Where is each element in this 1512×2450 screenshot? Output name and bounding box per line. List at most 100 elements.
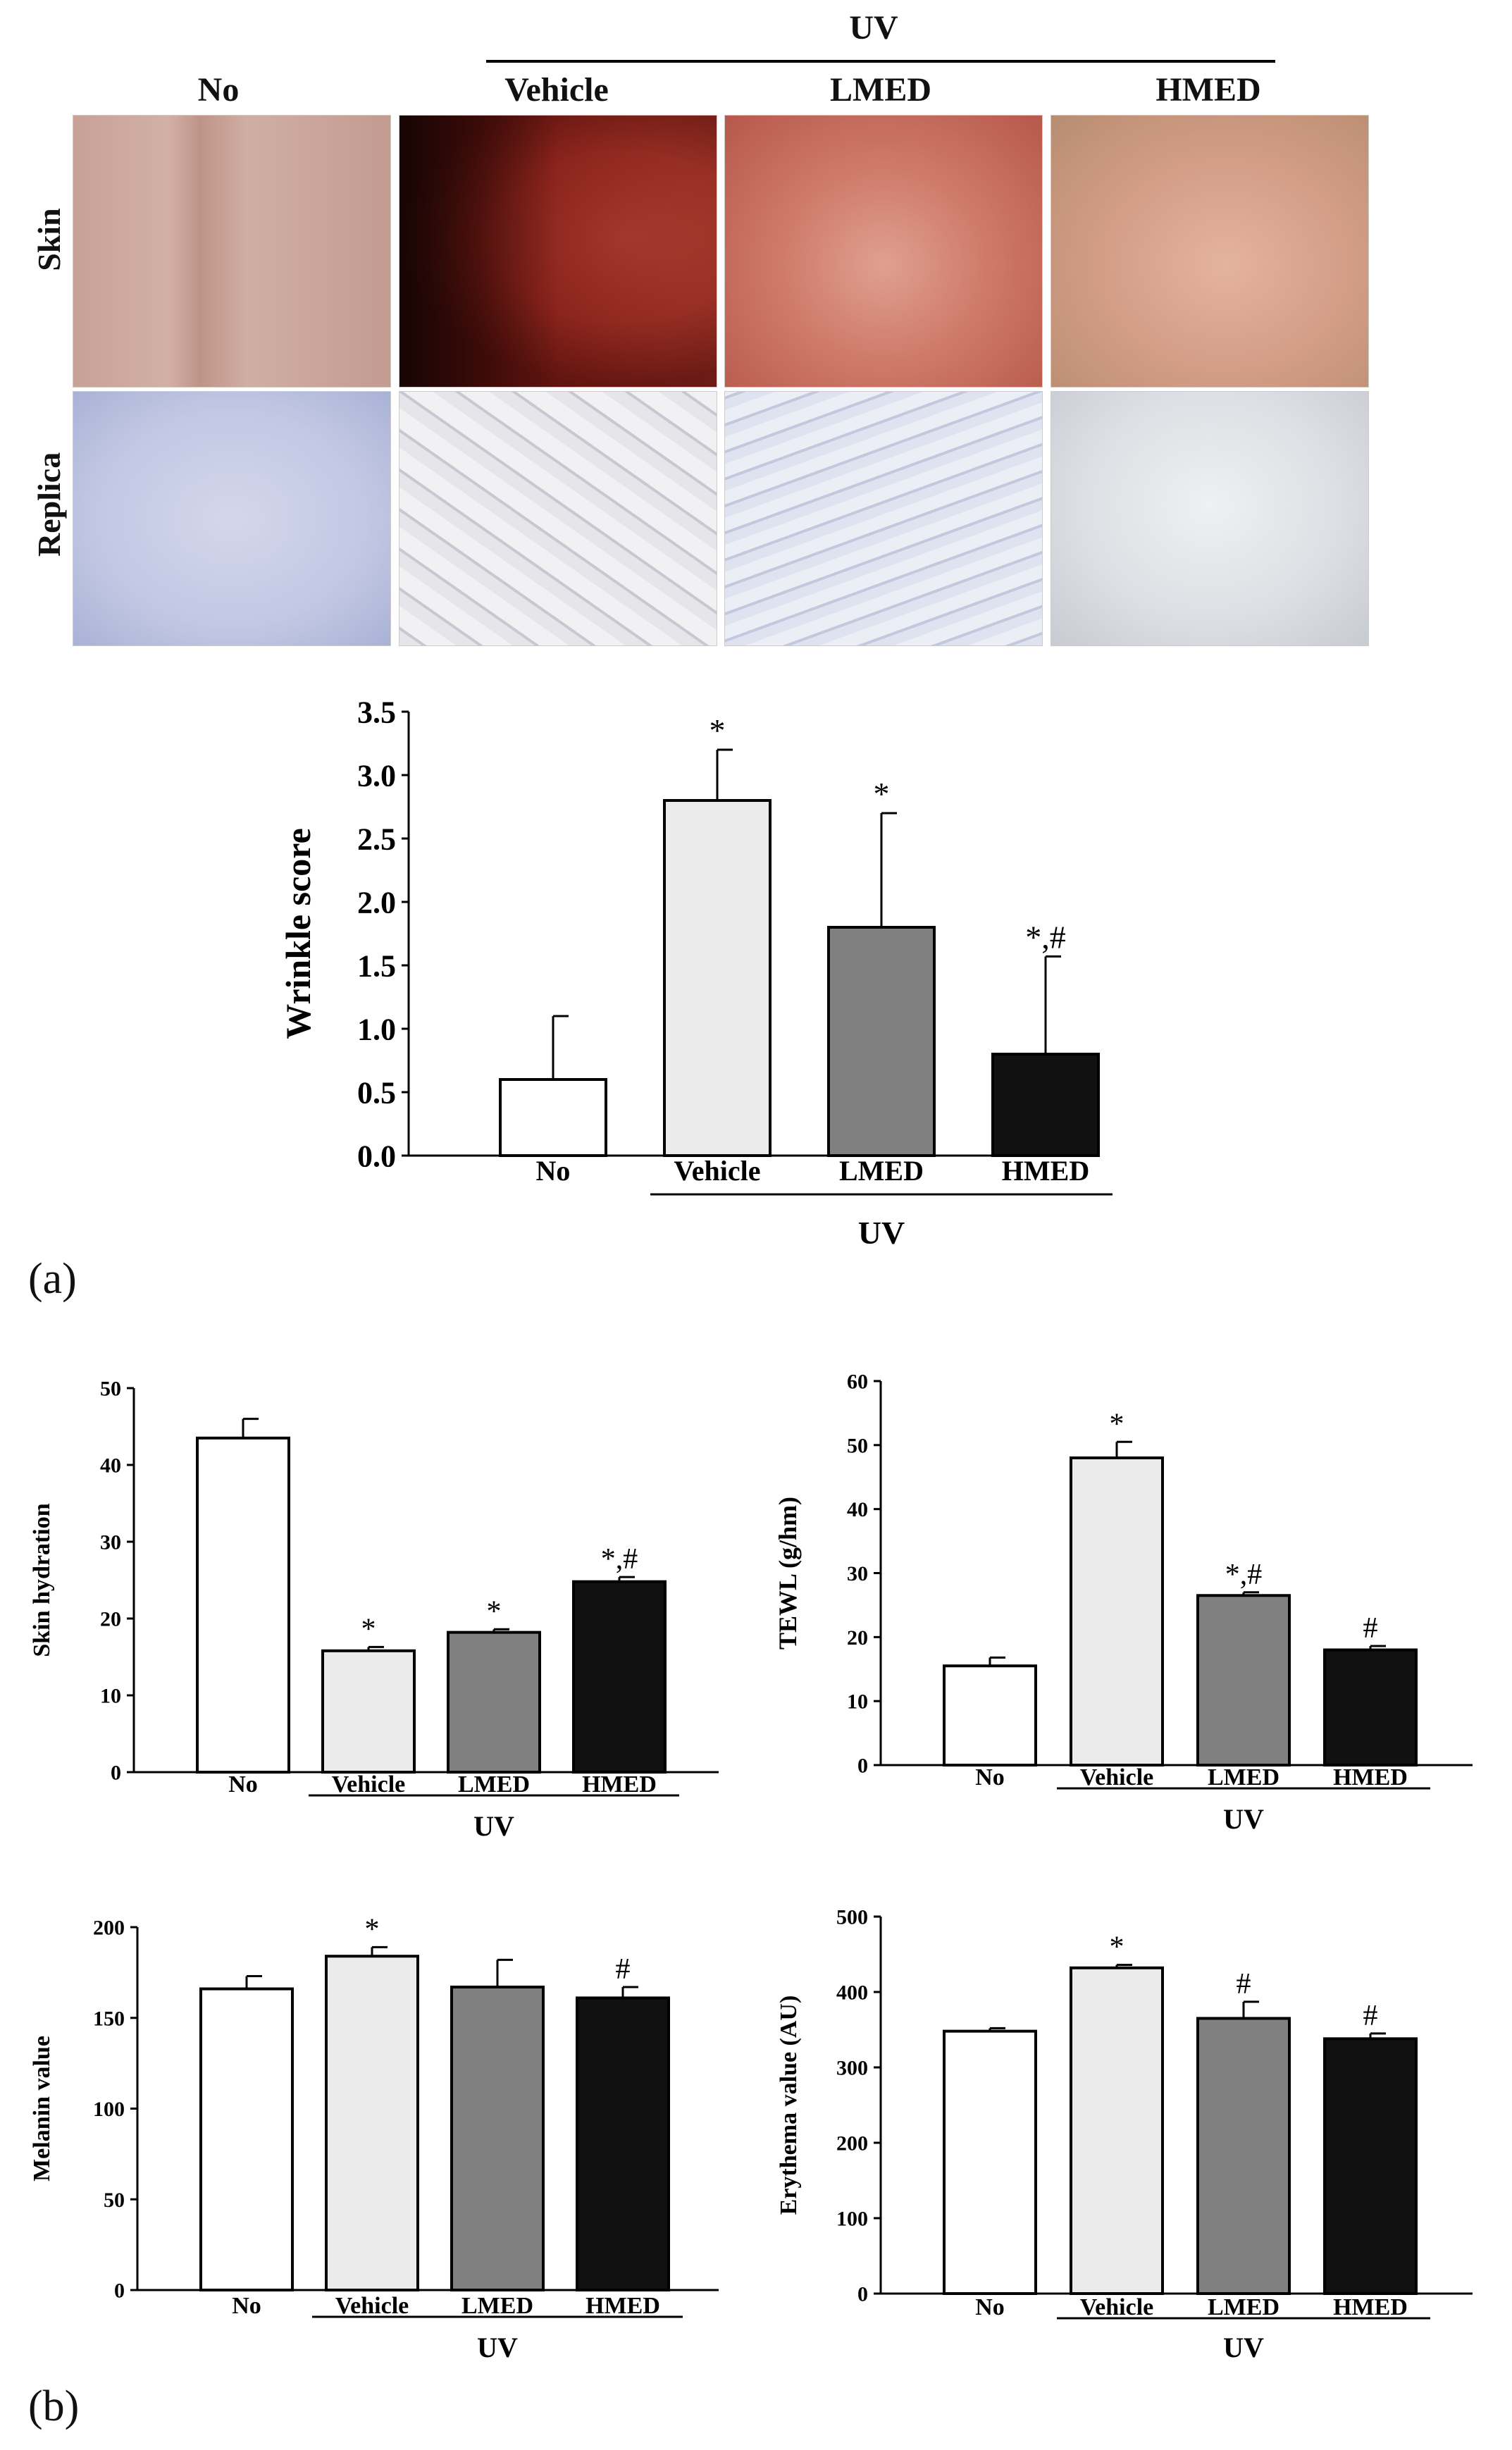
col-header-vehicle: Vehicle	[504, 71, 609, 109]
hydration-category-label: HMED	[582, 1771, 657, 1798]
erythema-annotation: #	[1363, 2000, 1378, 2032]
skin-photo-no	[73, 115, 391, 388]
erythema-y-tick-label: 300	[836, 2057, 868, 2080]
tewl-category-label: LMED	[1208, 1764, 1279, 1790]
hydration-y-tick-label: 30	[100, 1531, 121, 1554]
melanin-category-label: No	[232, 2293, 261, 2319]
tewl-bar-no	[943, 1664, 1037, 1767]
hydration-annotation: *	[487, 1595, 502, 1628]
hydration-annotation: *	[361, 1613, 376, 1645]
tewl-y-tick-label: 0	[857, 1755, 868, 1778]
melanin-uv-group-label: UV	[477, 2332, 518, 2363]
wrinkle-y-tick-label: 1.0	[357, 1012, 396, 1046]
erythema-bar-hmed	[1323, 2037, 1418, 2295]
melanin-category-label: Vehicle	[335, 2293, 409, 2319]
uv-header: UV	[849, 9, 898, 47]
wrinkle-y-tick-label: 0.0	[357, 1139, 396, 1173]
melanin-bar-no	[199, 1987, 294, 2292]
tewl-annotation: *	[1110, 1408, 1124, 1440]
hydration-y-tick-label: 50	[100, 1378, 121, 1401]
hydration-y-tick-label: 40	[100, 1454, 121, 1478]
hydration-chart: 0 10 20 30 40 50 Skin hydration No * Vehicle * LMED…	[29, 1378, 719, 1842]
wrinkle-y-tick-label: 3.0	[357, 758, 396, 793]
row-label-skin: Skin	[31, 208, 67, 271]
wrinkle-uv-group-label: UV	[858, 1215, 905, 1251]
wrinkle-category-label: HMED	[1002, 1155, 1089, 1187]
col-header-lmed: LMED	[830, 71, 931, 109]
hydration-bar-hmed	[572, 1580, 667, 1774]
erythema-uv-group-label: UV	[1223, 2332, 1264, 2363]
hydration-category-label: No	[228, 1771, 258, 1798]
wrinkle-bar-hmed	[991, 1053, 1100, 1157]
wrinkle-y-tick-label: 3.5	[357, 695, 396, 729]
wrinkle-bar-no	[499, 1078, 607, 1157]
row-label-replica: Replica	[31, 452, 67, 557]
erythema-y-tick-label: 100	[836, 2208, 868, 2231]
erythema-annotation: *	[1110, 1931, 1124, 1963]
melanin-category-label: HMED	[585, 2293, 660, 2319]
panel-a-label: (a)	[28, 1255, 77, 1303]
melanin-bar-vehicle	[325, 1955, 419, 2291]
erythema-annotation: #	[1237, 1968, 1251, 2000]
hydration-y-tick-label: 10	[100, 1685, 121, 1708]
tewl-y-tick-label: 50	[847, 1434, 868, 1457]
erythema-y-tick-label: 400	[836, 1981, 868, 2005]
col-header-no: No	[197, 71, 240, 109]
wrinkle-category-label: No	[536, 1155, 571, 1187]
tewl-y-tick-label: 10	[847, 1690, 868, 1714]
skin-photo-lmed	[724, 115, 1043, 388]
erythema-category-label: LMED	[1208, 2294, 1279, 2320]
tewl-bar-lmed	[1196, 1594, 1291, 1767]
wrinkle-chart: 0.0 0.5 1.0 1.5 2.0 2.5 3.0 3.5 Wrinkle score No *…	[278, 695, 1113, 1251]
tewl-category-label: HMED	[1333, 1764, 1408, 1790]
tewl-bar-hmed	[1323, 1648, 1418, 1767]
wrinkle-y-label: Wrinkle score	[278, 828, 318, 1039]
hydration-bar-vehicle	[321, 1649, 416, 1774]
replica-photo-hmed	[1051, 391, 1369, 646]
melanin-annotation: #	[616, 1953, 631, 1986]
tewl-chart: 0 10 20 30 40 50 60 TEWL (g/hm) No * Vehicle *,# LME…	[774, 1371, 1473, 1835]
wrinkle-category-label: LMED	[839, 1155, 924, 1187]
col-header-hmed: HMED	[1155, 71, 1261, 109]
erythema-category-label: No	[975, 2294, 1005, 2320]
wrinkle-category-label: Vehicle	[674, 1155, 761, 1187]
melanin-y-tick-label: 150	[93, 2007, 125, 2030]
melanin-y-tick-label: 0	[114, 2279, 125, 2303]
melanin-y-label: Melanin value	[29, 2036, 55, 2182]
wrinkle-y-tick-label: 0.5	[357, 1075, 396, 1110]
erythema-y-tick-label: 200	[836, 2132, 868, 2155]
wrinkle-y-tick-label: 2.5	[357, 822, 396, 856]
tewl-bar-vehicle	[1070, 1456, 1164, 1767]
tewl-annotation: *,#	[1225, 1559, 1263, 1591]
hydration-category-label: LMED	[458, 1771, 530, 1798]
wrinkle-annotation: *,#	[1025, 919, 1066, 955]
hydration-y-tick-label: 0	[111, 1762, 121, 1785]
erythema-y-tick-label: 0	[857, 2283, 868, 2306]
erythema-bar-no	[943, 2029, 1037, 2295]
wrinkle-annotation: *	[874, 776, 890, 812]
hydration-uv-group-label: UV	[473, 1810, 514, 1842]
erythema-category-label: HMED	[1333, 2294, 1408, 2320]
skin-photo-hmed	[1051, 115, 1369, 388]
tewl-category-label: No	[975, 1764, 1005, 1790]
replica-photo-no	[73, 391, 391, 646]
replica-photo-lmed	[724, 391, 1043, 646]
melanin-bar-hmed	[576, 1996, 670, 2292]
erythema-y-label: Erythema value (AU)	[776, 1996, 802, 2215]
hydration-category-label: Vehicle	[332, 1771, 406, 1798]
wrinkle-y-tick-label: 2.0	[357, 885, 396, 920]
uv-header-line	[486, 60, 1275, 63]
erythema-y-tick-label: 500	[836, 1906, 868, 1929]
erythema-category-label: Vehicle	[1080, 2294, 1154, 2320]
hydration-bar-lmed	[447, 1631, 541, 1774]
panel-b-label: (b)	[28, 2382, 80, 2430]
melanin-annotation: *	[365, 1913, 380, 1945]
erythema-bar-vehicle	[1070, 1966, 1164, 2295]
melanin-category-label: LMED	[461, 2293, 533, 2319]
melanin-bar-lmed	[450, 1985, 545, 2291]
melanin-chart: 0 50 100 150 200 Melanin value No * Vehicle LMED #…	[29, 1913, 719, 2363]
replica-photo-vehicle	[399, 391, 717, 646]
skin-photo-vehicle	[399, 115, 717, 388]
tewl-uv-group-label: UV	[1223, 1803, 1264, 1835]
tewl-y-tick-label: 40	[847, 1498, 868, 1521]
